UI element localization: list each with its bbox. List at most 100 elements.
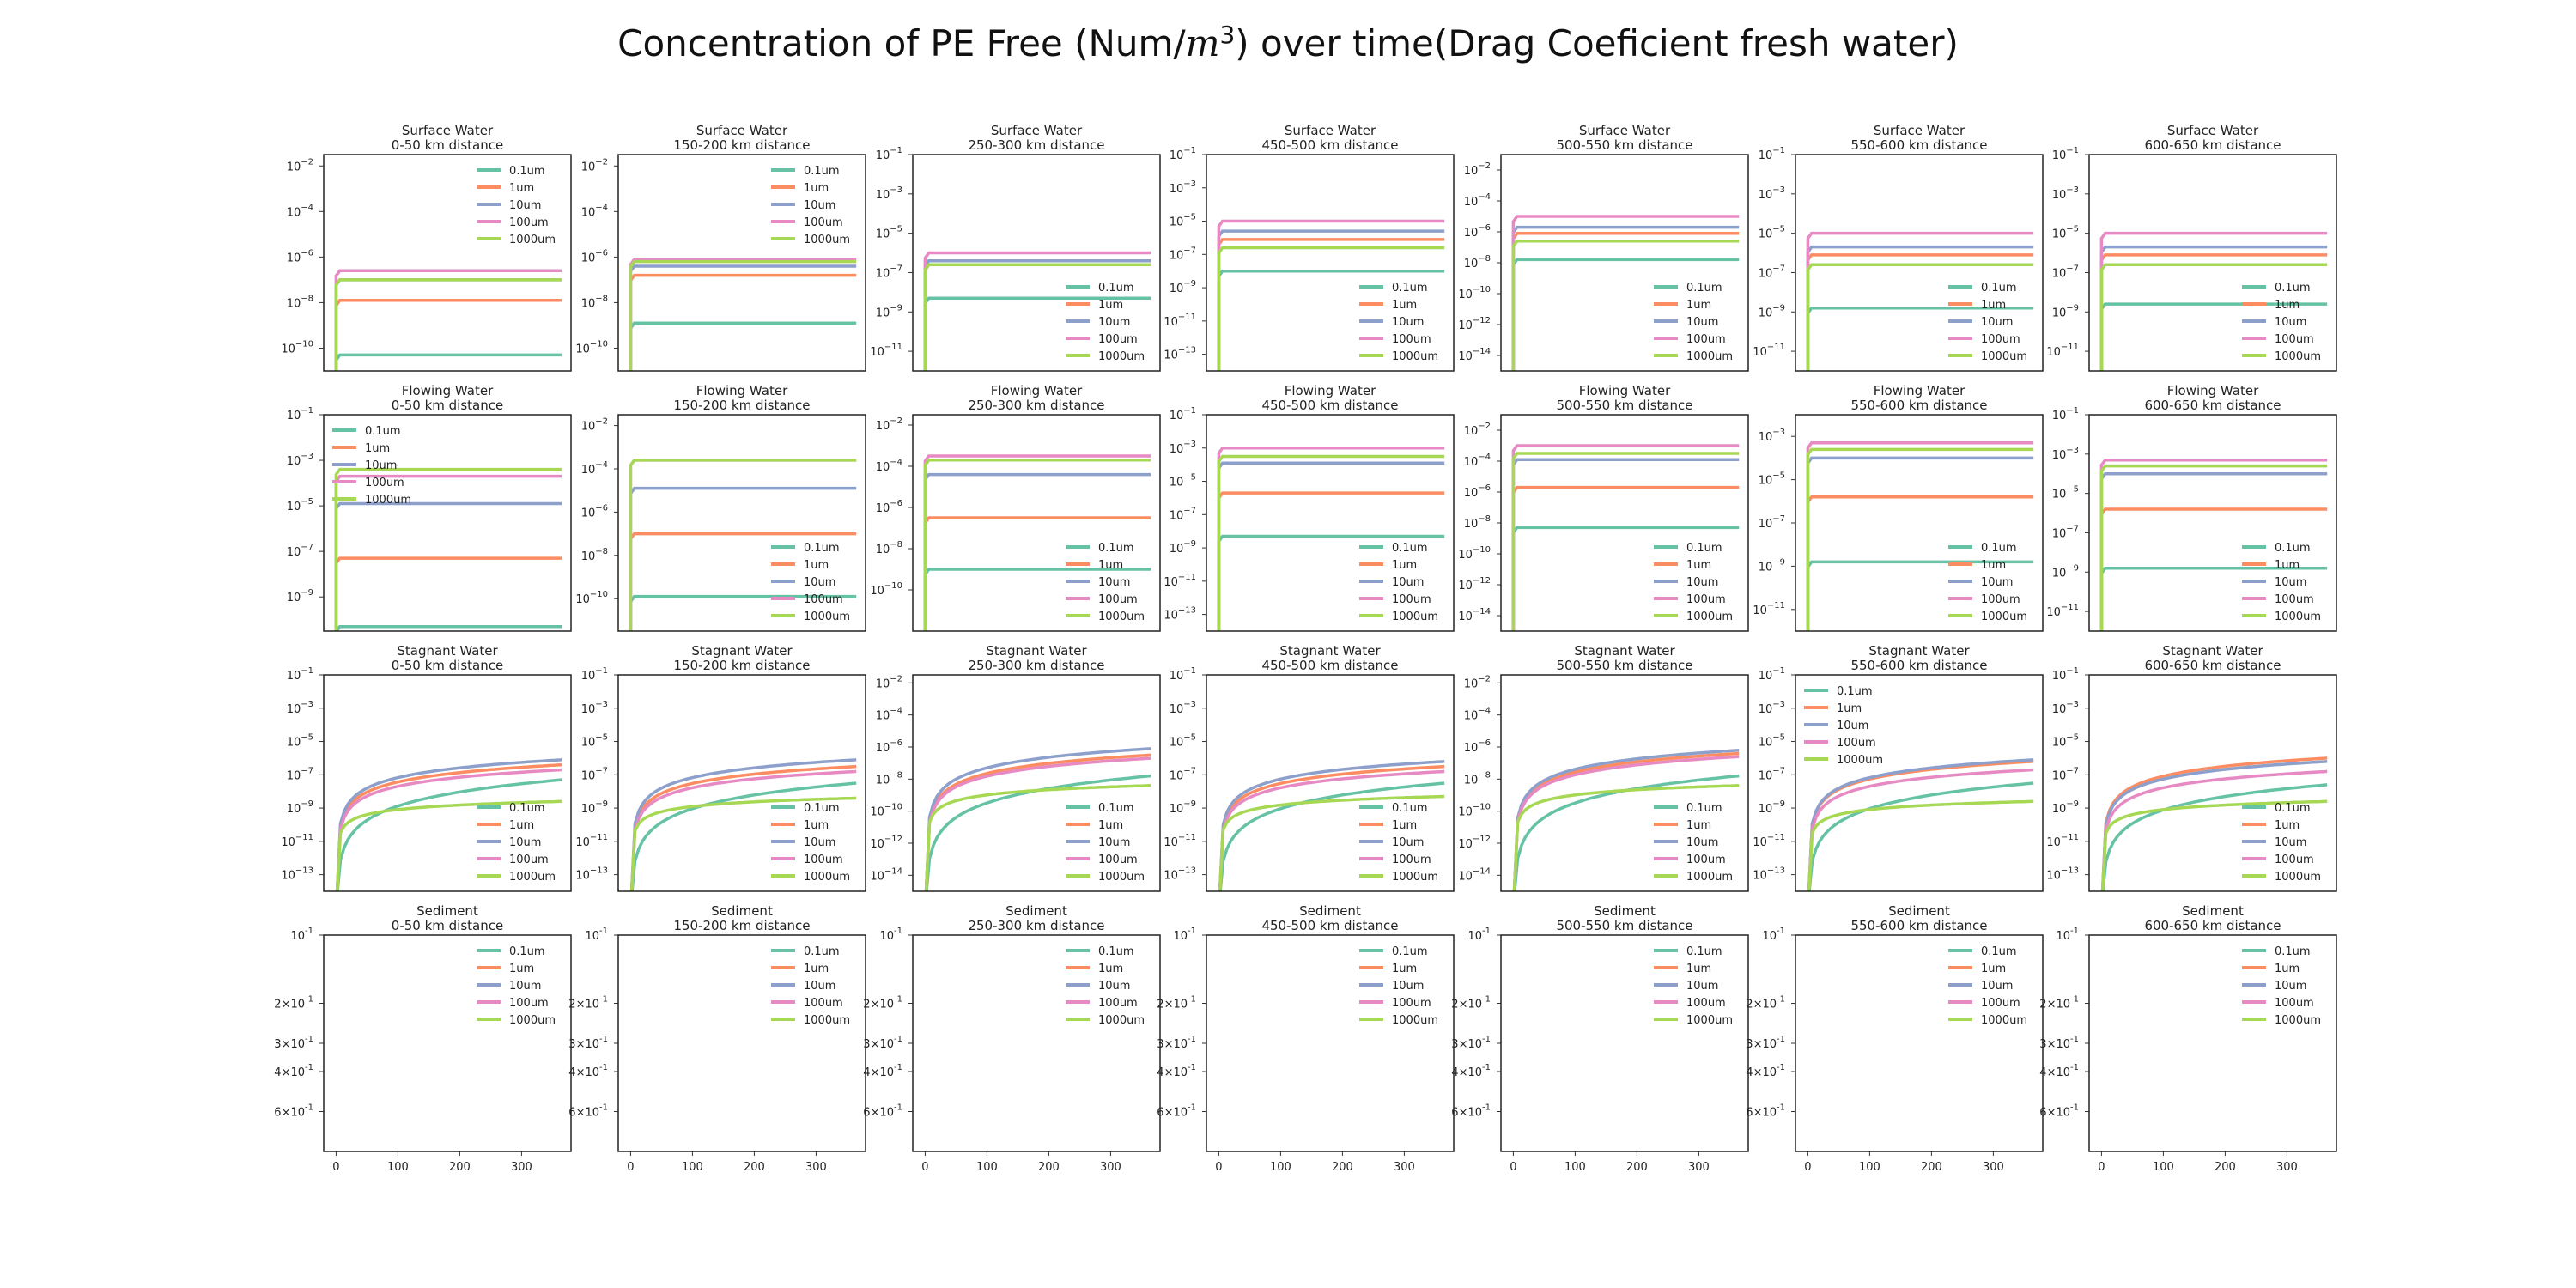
axes-frame <box>1795 414 2044 632</box>
legend-label: 1um <box>1392 299 1417 312</box>
y-tick-label: 10−5 <box>1759 225 1785 241</box>
y-tick-label: 2×10-1 <box>1451 994 1491 1011</box>
panel-title-compartment: Sediment <box>416 903 478 919</box>
y-tick-label: 10−5 <box>1170 733 1196 750</box>
panel-title-distance: 250-300 km distance <box>968 658 1104 673</box>
legend-label: 100um <box>804 997 843 1010</box>
y-tick-label: 4×10-1 <box>2039 1063 2079 1079</box>
legend-label: 0.1um <box>509 945 545 958</box>
panel-title-distance: 500-550 km distance <box>1556 137 1692 153</box>
series-line-1um <box>1512 751 1740 891</box>
legend: 0.1um 1um 10um 100um 1000um <box>771 542 850 623</box>
x-tick-label: 0 <box>1510 1161 1516 1174</box>
series-lines <box>2099 231 2328 371</box>
legend-label: 1um <box>1686 963 1711 975</box>
series-lines <box>335 758 562 891</box>
y-tick-label: 3×10-1 <box>863 1035 902 1051</box>
legend: 0.1um 1um 10um 100um 1000um <box>771 802 850 884</box>
panel-title-compartment: Surface Water <box>1285 123 1376 138</box>
panel-title-distance: 600-650 km distance <box>2144 137 2281 153</box>
y-tick-label: 10−7 <box>1170 246 1196 262</box>
series-lines <box>2100 756 2328 891</box>
y-tick-label: 10−10 <box>575 590 608 606</box>
y-tick-label: 10−10 <box>1458 285 1491 301</box>
panel-title-compartment: Surface Water <box>696 123 788 138</box>
y-tick-label: 10-1 <box>2056 927 2079 943</box>
y-tick-label: 10−1 <box>1759 146 1785 162</box>
legend-label: 0.1um <box>1981 542 2017 555</box>
y-tick-label: 10−3 <box>2052 700 2079 716</box>
y-tick-label: 10−3 <box>1759 428 1785 444</box>
y-tick-label: 10−8 <box>581 547 608 563</box>
y-tick-label: 2×10-1 <box>1157 994 1196 1011</box>
legend-label: 0.1um <box>1098 802 1134 815</box>
panel-title-distance: 250-300 km distance <box>968 398 1104 413</box>
legend-label: 1um <box>1098 299 1123 312</box>
panel-title-distance: 250-300 km distance <box>968 137 1104 153</box>
panel-title-compartment: Flowing Water <box>991 383 1083 398</box>
y-tick-label: 10−9 <box>1759 799 1785 816</box>
series-lines <box>1806 441 2034 631</box>
series-line-100um <box>924 756 1151 891</box>
y-tick-label: 10−7 <box>1759 766 1785 782</box>
legend-label: 1000um <box>1098 871 1145 884</box>
y-tick-label: 10−2 <box>581 157 608 173</box>
x-tick-label: 0 <box>1215 1161 1222 1174</box>
legend-label: 1um <box>1686 299 1711 312</box>
legend-label: 0.1um <box>1686 802 1722 815</box>
axes-frame <box>323 674 572 892</box>
series-line-1000um <box>1217 246 1445 371</box>
y-tick-label: 10−13 <box>1753 866 1785 883</box>
legend: 0.1um 1um 10um 100um 1000um <box>1359 282 1438 363</box>
title-suffix: ) over time(Drag Coeficient fresh water) <box>1235 22 1959 64</box>
legend-label: 1um <box>1981 559 2006 572</box>
legend-label: 0.1um <box>1392 802 1428 815</box>
y-tick-label: 3×10-1 <box>274 1035 313 1051</box>
series-line-100um <box>1807 768 2034 891</box>
legend: 0.1um 1um 10um 100um 1000um <box>1359 945 1438 1027</box>
series-line-1um <box>335 762 562 891</box>
series-line-10um <box>1218 760 1445 891</box>
y-tick-label: 10−11 <box>575 833 608 849</box>
legend: 0.1um 1um 10um 100um 1000um <box>2242 802 2321 884</box>
legend-label: 100um <box>2275 997 2314 1010</box>
series-line-10um <box>335 758 562 891</box>
y-tick-label: 4×10-1 <box>1451 1063 1491 1079</box>
y-tick-label: 6×10-1 <box>274 1103 313 1119</box>
axes-frame <box>617 414 866 632</box>
panel-title-compartment: Flowing Water <box>1874 383 1965 398</box>
y-tick-label: 10−8 <box>876 770 902 787</box>
legend-label: 1000um <box>804 611 850 623</box>
axes-frame <box>323 154 572 372</box>
legend: 0.1um 1um 10um 100um 1000um <box>1066 282 1145 363</box>
legend-label: 0.1um <box>1686 282 1722 295</box>
y-tick-label: 10−5 <box>1170 213 1196 229</box>
series-line-100um <box>1511 444 1740 631</box>
x-tick-label: 100 <box>2153 1161 2174 1174</box>
y-tick-label: 10−12 <box>1458 316 1491 332</box>
panel-title-distance: 550-600 km distance <box>1850 137 1987 153</box>
y-tick-label: 10−6 <box>287 248 313 264</box>
panel-title-compartment: Sediment <box>1888 903 1950 919</box>
series-lines <box>1807 758 2034 891</box>
panel-title-compartment: Stagnant Water <box>1279 643 1381 659</box>
legend-label: 1000um <box>1098 611 1145 623</box>
y-tick-label: 3×10-1 <box>568 1035 608 1051</box>
series-line-1000um <box>2099 263 2328 371</box>
series-line-1000um <box>629 796 857 891</box>
legend-label: 100um <box>804 216 843 229</box>
y-tick-label: 10−8 <box>581 294 608 310</box>
legend-label: 1000um <box>2275 871 2321 884</box>
axes-frame <box>1500 934 1749 1152</box>
legend-label: 0.1um <box>2275 282 2311 295</box>
legend-label: 1um <box>2275 819 2300 832</box>
axes-frame <box>912 934 1161 1152</box>
y-tick-label: 10−13 <box>575 866 608 883</box>
legend-label: 1um <box>1392 963 1417 975</box>
panel-title-compartment: Sediment <box>2182 903 2244 919</box>
x-tick-label: 100 <box>387 1161 409 1174</box>
legend-label: 1000um <box>1392 871 1438 884</box>
